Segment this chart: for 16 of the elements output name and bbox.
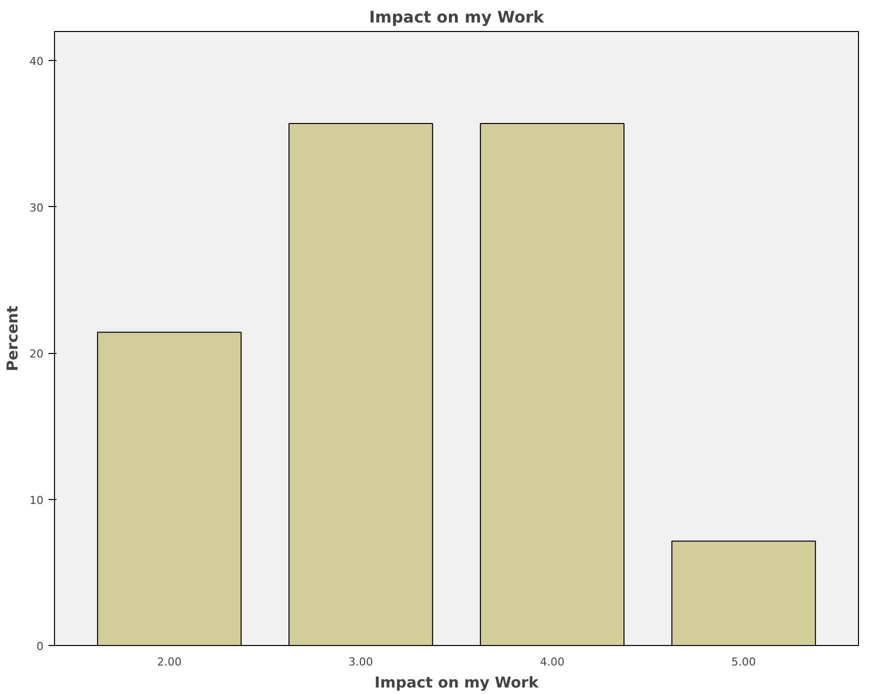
y-axis-title: Percent (4, 306, 22, 372)
chart-title: Impact on my Work (369, 8, 544, 26)
x-tick-label: 5.00 (731, 656, 756, 668)
bar (97, 332, 242, 646)
x-tick-label: 3.00 (348, 656, 374, 668)
y-tick-label: 30 (30, 201, 44, 214)
y-tick-label: 40 (30, 55, 44, 68)
y-tick-label: 20 (30, 348, 44, 361)
y-tick-label: 10 (30, 494, 44, 507)
bar (671, 540, 816, 646)
x-tick-label: 4.00 (540, 656, 564, 668)
bar (480, 122, 624, 646)
y-tick-label: 0 (36, 640, 44, 653)
x-tick-label: 2.00 (157, 656, 182, 668)
bar (288, 122, 434, 646)
x-axis-title: Impact on my Work (374, 674, 540, 692)
